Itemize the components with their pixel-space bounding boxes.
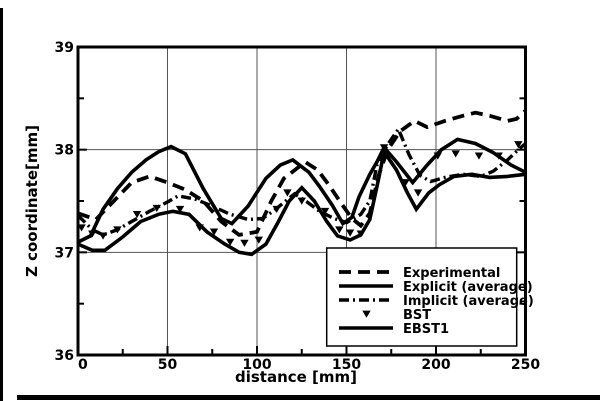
- triangle-down-marker: [132, 210, 142, 219]
- x-tick-label: 250: [511, 357, 540, 373]
- scan-border-artifact-bottom: [17, 395, 600, 400]
- triangle-down-marker: [209, 228, 219, 236]
- grid-layer: [78, 47, 526, 355]
- scan-border-artifact-left: [0, 8, 3, 401]
- series-explicit-average: [77, 137, 527, 244]
- legend-label-implicit-average: Implicit (average): [403, 294, 534, 309]
- triangle-down-marker: [297, 197, 306, 205]
- y-tick-label: 37: [55, 245, 74, 261]
- x-tick-label: 150: [332, 357, 361, 373]
- tick-layer: 0 50 100 150 200 250 36 37 38 39: [55, 40, 541, 373]
- triangle-down-marker: [433, 152, 442, 160]
- triangle-down-marker: [514, 141, 523, 149]
- x-tick-label: 100: [242, 357, 271, 373]
- triangle-down-marker: [98, 232, 108, 240]
- triangle-down-marker: [272, 205, 281, 213]
- series-layer: [76, 109, 527, 257]
- triangle-down-marker: [113, 226, 122, 234]
- legend-label-explicit-average: Explicit (average): [403, 280, 533, 295]
- triangle-down-marker: [345, 229, 355, 237]
- triangle-down-marker: [240, 239, 249, 247]
- x-axis-title: distance [mm]: [235, 368, 357, 386]
- triangle-down-marker: [451, 150, 460, 158]
- legend-marker-bst: [362, 310, 371, 318]
- y-tick-label: 36: [55, 348, 74, 364]
- triangle-down-marker: [225, 238, 235, 246]
- triangle-down-marker: [320, 207, 330, 216]
- triangle-down-marker: [494, 152, 503, 160]
- triangle-down-marker: [379, 144, 389, 152]
- legend-label-experimental: Experimental: [403, 266, 500, 281]
- x-tick-label: 0: [78, 357, 88, 373]
- triangle-down-marker: [474, 152, 484, 160]
- legend-label-ebst1: EBST1: [403, 322, 449, 337]
- series-ebst1: [77, 147, 526, 257]
- triangle-down-marker: [413, 189, 423, 197]
- series-bst: [77, 141, 523, 247]
- triangle-down-marker: [152, 204, 161, 212]
- y-axis-title: Z coordinate[mm]: [23, 125, 41, 277]
- x-tick-label: 50: [158, 357, 178, 373]
- legend-label-bst: BST: [403, 308, 431, 323]
- y-tick-label: 38: [55, 143, 74, 159]
- triangle-down-marker: [175, 205, 185, 213]
- series-experimental: [77, 109, 527, 237]
- y-tick-label: 39: [55, 40, 74, 56]
- plot-border: [76, 45, 527, 357]
- x-tick-label: 200: [421, 357, 450, 373]
- triangle-down-marker: [283, 189, 292, 197]
- triangle-down-marker: [254, 236, 263, 244]
- triangle-down-marker: [335, 226, 344, 234]
- triangle-down-marker: [88, 230, 97, 238]
